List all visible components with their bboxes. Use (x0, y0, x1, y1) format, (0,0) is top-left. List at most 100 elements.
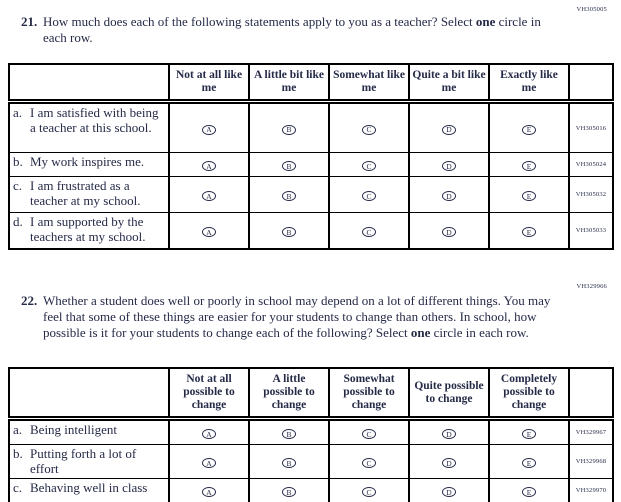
option-circle-a[interactable]: A (202, 487, 216, 497)
row-letter: d. (13, 214, 23, 229)
column-header: Somewhat like me (328, 63, 410, 104)
row-letter: b. (13, 446, 23, 461)
option-cell: D (408, 418, 490, 445)
row-code: VH329968 (568, 444, 614, 479)
option-circle-d[interactable]: D (442, 429, 456, 439)
row-statement: Behaving well in class (30, 480, 148, 495)
column-header: Quite possible to change (408, 367, 490, 421)
option-cell: A (168, 152, 250, 177)
row-code: VH305016 (568, 101, 614, 153)
option-cell: B (248, 101, 330, 153)
option-circle-d[interactable]: D (442, 458, 456, 468)
option-cell: A (168, 418, 250, 445)
option-circle-b[interactable]: B (282, 124, 296, 135)
option-circle-e[interactable]: E (522, 458, 536, 468)
option-cell: B (248, 152, 330, 177)
question-number: 21. (21, 14, 38, 29)
option-cell: D (408, 478, 490, 502)
option-circle-b[interactable]: B (282, 429, 296, 439)
row-letter: c. (13, 480, 23, 495)
column-header: Not at all possible to change (168, 367, 250, 421)
accession-code-q22: VH329966 (576, 283, 607, 290)
column-header: Quite a bit like me (408, 63, 490, 104)
question-text-bold: one (475, 14, 496, 29)
option-circle-c[interactable]: C (362, 124, 376, 135)
option-circle-d[interactable]: D (442, 487, 456, 497)
option-cell: E (488, 152, 570, 177)
option-cell: A (168, 212, 250, 250)
option-cell: E (488, 444, 570, 479)
option-circle-c[interactable]: C (362, 458, 376, 468)
option-circle-e[interactable]: E (522, 487, 536, 497)
option-cell: C (328, 444, 410, 479)
table-row: a. I am satisfied with being a teacher at… (8, 101, 614, 153)
question-text-pre: Whether a student does well or poorly in… (43, 293, 551, 340)
option-circle-b[interactable]: B (282, 487, 296, 497)
row-statement: My work inspires me. (30, 154, 145, 169)
option-circle-e[interactable]: E (522, 191, 536, 201)
option-cell: C (328, 152, 410, 177)
table-row: b. Putting forth a lot of effort A B C D … (8, 444, 614, 479)
option-cell: A (168, 176, 250, 213)
option-circle-d[interactable]: D (442, 227, 456, 237)
option-cell: E (488, 418, 570, 445)
option-cell: A (168, 101, 250, 153)
option-cell: D (408, 101, 490, 153)
option-circle-a[interactable]: A (202, 191, 216, 201)
row-code: VH329967 (568, 418, 614, 445)
question-text-post: circle in each row. (430, 325, 529, 340)
option-cell: C (328, 212, 410, 250)
option-circle-c[interactable]: C (362, 191, 376, 201)
column-header: Somewhat possible to change (328, 367, 410, 421)
option-circle-e[interactable]: E (522, 429, 536, 439)
option-circle-b[interactable]: B (282, 458, 296, 468)
code-column-header (568, 367, 614, 421)
option-circle-a[interactable]: A (202, 227, 216, 237)
option-circle-a[interactable]: A (202, 458, 216, 468)
option-cell: D (408, 152, 490, 177)
row-code: VH305032 (568, 176, 614, 213)
option-circle-a[interactable]: A (202, 124, 216, 135)
row-code: VH305033 (568, 212, 614, 250)
option-cell: B (248, 176, 330, 213)
option-circle-e[interactable]: E (522, 124, 536, 135)
option-cell: B (248, 478, 330, 502)
option-circle-b[interactable]: B (282, 191, 296, 201)
option-circle-c[interactable]: C (362, 227, 376, 237)
option-cell: A (168, 444, 250, 479)
option-cell: D (408, 444, 490, 479)
column-header: A little possible to change (248, 367, 330, 421)
option-cell: A (168, 478, 250, 502)
option-circle-b[interactable]: B (282, 227, 296, 237)
option-circle-a[interactable]: A (202, 161, 216, 171)
question-text: Whether a student does well or poorly in… (43, 293, 555, 341)
option-cell: B (248, 212, 330, 250)
option-circle-c[interactable]: C (362, 429, 376, 439)
option-cell: E (488, 101, 570, 153)
option-circle-d[interactable]: D (442, 191, 456, 201)
table-row: d. I am supported by the teachers at my s… (8, 212, 614, 250)
row-statement: I am frustrated as a teacher at my schoo… (30, 178, 141, 208)
option-circle-c[interactable]: C (362, 161, 376, 171)
option-cell: D (408, 176, 490, 213)
row-statement: I am satisfied with being a teacher at t… (30, 105, 159, 135)
column-header: Not at all like me (168, 63, 250, 104)
option-circle-d[interactable]: D (442, 161, 456, 171)
option-circle-d[interactable]: D (442, 124, 456, 135)
table-row: b. My work inspires me. A B C D E VH30502… (8, 152, 614, 177)
question-text-post: circle in each row. (43, 14, 541, 45)
option-circle-b[interactable]: B (282, 161, 296, 171)
option-circle-a[interactable]: A (202, 429, 216, 439)
option-cell: C (328, 418, 410, 445)
corner-cell (8, 367, 170, 421)
row-letter: c. (13, 178, 23, 193)
option-circle-c[interactable]: C (362, 487, 376, 497)
column-header: Completely possible to change (488, 367, 570, 421)
option-cell: B (248, 418, 330, 445)
option-circle-e[interactable]: E (522, 161, 536, 171)
option-cell: C (328, 478, 410, 502)
column-header: A little bit like me (248, 63, 330, 104)
question-21: 21. How much does each of the following … (21, 14, 555, 46)
option-circle-e[interactable]: E (522, 227, 536, 237)
